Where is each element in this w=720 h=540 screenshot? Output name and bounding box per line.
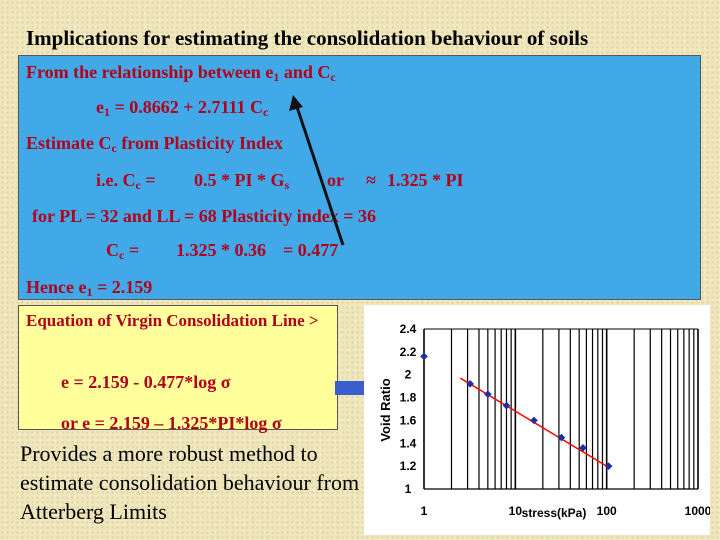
sigma-symbol: σ <box>220 372 231 392</box>
plasticity-line: for PL = 32 and LL = 68 Plasticity index… <box>32 206 376 226</box>
relationship-line: From the relationship between e1 and Cc <box>26 62 336 84</box>
virgin-consolidation-panel <box>18 305 338 430</box>
e1-result: Hence e1 = 2.159 <box>26 277 153 299</box>
cc-formula-gs: 0.5 * PI * Gs <box>194 170 290 192</box>
data-point <box>557 433 566 442</box>
x-tick-label: 100 <box>597 504 617 518</box>
data-point <box>604 462 613 470</box>
cc-value-line: Cc = <box>106 240 140 262</box>
x-tick-labels: 1 10 100 1000 <box>421 504 712 518</box>
x-axis-label: stress(kPa) <box>522 506 587 520</box>
relationship-panel <box>18 55 701 300</box>
correlation-equation: e1 = 0.8662 + 2.7111 Cc <box>96 97 269 119</box>
vcl-equation: e = 2.159 - 0.477*log σ <box>61 372 231 392</box>
data-point <box>420 352 428 361</box>
void-ratio-chart: 2.4 2.2 2 1.8 1.6 1.4 1.2 1 1 10 100 1000 Void Rat… <box>364 305 712 535</box>
y-tick-label: 1.2 <box>400 459 417 473</box>
cc-formula-line: i.e. Cc = <box>96 170 156 192</box>
data-point <box>530 416 538 425</box>
cc-calculation: 1.325 * 0.36 <box>176 240 266 260</box>
y-axis-label: Void Ratio <box>378 378 393 441</box>
slide-title: Implications for estimating the consolid… <box>26 26 589 50</box>
x-tick-label: 1000 <box>685 504 710 518</box>
y-tick-labels: 2.4 2.2 2 1.8 1.6 1.4 1.2 1 <box>400 322 417 496</box>
y-tick-label: 1 <box>405 482 412 496</box>
sigma-symbol: σ <box>271 413 282 433</box>
cc-result: = 0.477 <box>283 240 339 260</box>
estimate-line: Estimate Cc from Plasticity Index <box>26 133 283 155</box>
y-tick-label: 2.4 <box>400 322 417 336</box>
vcl-heading: Equation of Virgin Consolidation Line > <box>26 311 319 330</box>
x-tick-label: 10 <box>509 504 523 518</box>
vcl-equation-pi: or e = 2.159 – 1.325*PI*log σ <box>61 413 282 433</box>
conclusion-text: Provides a more robust method to estimat… <box>20 441 360 524</box>
y-tick-label: 1.4 <box>400 436 417 450</box>
cc-formula-pi: 1.325 * PI <box>387 170 464 190</box>
cc-formula-or: or <box>327 170 344 190</box>
approx-symbol: ≈ <box>366 170 376 190</box>
chart-svg: 2.4 2.2 2 1.8 1.6 1.4 1.2 1 1 10 100 1000 Void Rat… <box>378 322 712 520</box>
y-tick-label: 2.2 <box>400 345 417 359</box>
data-point <box>502 401 511 410</box>
x-tick-label: 1 <box>421 504 428 518</box>
y-tick-label: 1.8 <box>400 391 417 405</box>
chart-grid <box>423 328 699 490</box>
y-tick-label: 2 <box>405 368 412 382</box>
y-tick-label: 1.6 <box>400 413 417 427</box>
